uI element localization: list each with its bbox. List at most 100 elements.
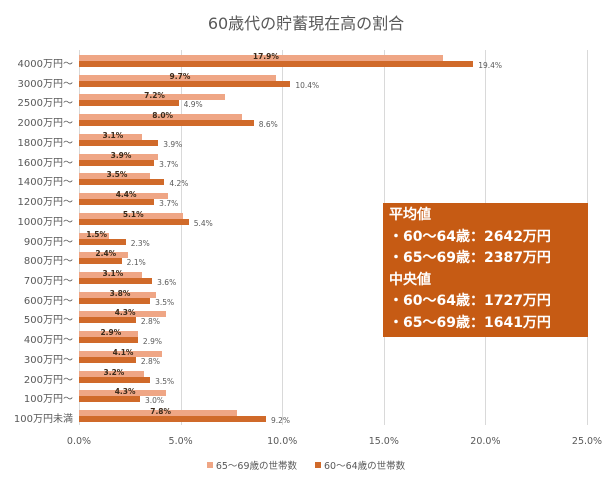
legend-swatch-65-69 — [206, 462, 213, 468]
bar-60-64 — [79, 277, 153, 284]
x-tick-label: 5.0% — [168, 436, 193, 447]
bar-60-64 — [79, 80, 291, 87]
value-label-65-69: 3.8% — [109, 288, 131, 298]
bar-60-64 — [79, 60, 474, 67]
value-label-65-69: 7.2% — [144, 91, 165, 101]
category-label: 200万円～ — [23, 374, 73, 386]
value-label-60-64: 3.5% — [155, 376, 175, 386]
value-label-60-64: 9.2% — [270, 416, 290, 426]
bar-60-64 — [79, 376, 151, 383]
value-label-65-69: 17.9% — [252, 51, 279, 61]
bar-65-69 — [79, 271, 142, 278]
bar-65-69 — [79, 331, 138, 338]
median-65-69: ・65～69歳：1641万円 — [389, 314, 551, 331]
bar-65-69 — [79, 350, 163, 357]
bar-60-64 — [79, 337, 138, 344]
mean-60-64: ・60～64歳：2642万円 — [389, 228, 551, 245]
bar-60-64 — [79, 317, 136, 324]
value-label-60-64: 3.0% — [144, 396, 165, 406]
bar-65-69 — [79, 173, 151, 180]
value-label-65-69: 4.4% — [115, 190, 137, 200]
category-label: 600万円～ — [23, 295, 73, 307]
bar-65-69 — [79, 74, 277, 81]
value-label-65-69: 3.1% — [102, 268, 124, 278]
bar-60-64 — [79, 120, 254, 127]
value-label-65-69: 5.1% — [122, 209, 144, 219]
category-label: 100万円～ — [23, 394, 73, 406]
category-label: 2000万円～ — [17, 118, 73, 130]
summary-annotation-box: 平均値 ・60～64歳：2642万円 ・65～69歳：2387万円 中央値 ・6… — [383, 203, 588, 337]
value-label-60-64: 2.8% — [140, 356, 160, 366]
bar-65-69 — [79, 193, 169, 200]
bar-65-69 — [79, 94, 226, 101]
value-label-65-69: 3.2% — [103, 367, 125, 377]
x-tick-label: 25.0% — [571, 436, 603, 447]
bar-60-64 — [79, 258, 122, 265]
value-label-65-69: 4.3% — [114, 308, 136, 318]
value-label-60-64: 3.6% — [157, 277, 177, 287]
legend: 65～69歳の世帯数 60～64歳の世帯数 — [0, 458, 612, 472]
legend-item-60-64: 60～64歳の世帯数 — [315, 458, 405, 472]
bar-60-64 — [79, 356, 136, 363]
bar-65-69 — [79, 133, 142, 140]
value-label-60-64: 2.1% — [126, 258, 146, 268]
category-label: 4000万円～ — [17, 58, 73, 70]
x-tick-label: 15.0% — [368, 436, 399, 447]
value-label-60-64: 4.9% — [183, 100, 203, 110]
category-label: 100万円未満 — [13, 414, 73, 426]
bar-65-69 — [79, 311, 167, 318]
category-label: 3000万円～ — [17, 78, 73, 90]
value-label-65-69: 8.0% — [152, 111, 174, 121]
value-label-60-64: 10.4% — [295, 80, 320, 90]
bar-65-69 — [79, 232, 110, 239]
legend-item-65-69: 65～69歳の世帯数 — [206, 458, 297, 472]
value-label-65-69: 4.3% — [114, 387, 136, 397]
category-label: 2500万円～ — [17, 98, 73, 110]
bar-60-64 — [79, 179, 165, 186]
category-label: 700万円～ — [23, 275, 73, 287]
category-label: 1200万円～ — [17, 197, 73, 209]
bar-65-69 — [79, 291, 157, 298]
mean-heading: 平均値 — [389, 207, 431, 223]
bar-65-69 — [79, 212, 183, 219]
category-label: 1800万円～ — [17, 137, 73, 149]
value-label-60-64: 2.3% — [130, 238, 150, 248]
bar-65-69 — [79, 370, 145, 377]
value-label-60-64: 3.5% — [155, 297, 175, 307]
value-label-60-64: 2.9% — [142, 337, 162, 347]
value-label-65-69: 1.5% — [86, 229, 108, 239]
median-60-64: ・60～64歳：1727万円 — [389, 293, 551, 309]
bar-65-69 — [79, 54, 443, 61]
value-label-65-69: 9.7% — [169, 71, 191, 81]
bar-60-64 — [79, 416, 266, 423]
category-label: 1400万円～ — [17, 177, 73, 189]
value-label-60-64: 19.4% — [478, 60, 503, 70]
value-label-65-69: 3.5% — [106, 170, 128, 180]
bar-60-64 — [79, 218, 189, 225]
bar-65-69 — [79, 390, 167, 397]
bar-65-69 — [79, 114, 242, 121]
plot-area: 17.9% 19.4% 9.7% 10.4% 7.2% 4.9% 8.0% 8.6% 3.1% 3… — [79, 50, 588, 426]
value-label-60-64: 5.4% — [193, 218, 213, 228]
bar-60-64 — [79, 159, 155, 166]
bar-60-64 — [79, 199, 155, 206]
category-label: 900万円～ — [23, 236, 73, 248]
bar-60-64 — [79, 100, 179, 107]
x-tick-label: 20.0% — [470, 436, 501, 447]
x-tick-label: 0.0% — [66, 436, 92, 447]
value-label-60-64: 2.8% — [140, 317, 160, 327]
bar-65-69 — [79, 252, 128, 259]
value-label-60-64: 3.7% — [159, 199, 179, 209]
value-label-65-69: 3.9% — [110, 150, 132, 160]
mean-65-69: ・65～69歳：2387万円 — [389, 250, 551, 266]
value-label-65-69: 2.9% — [100, 328, 122, 338]
legend-swatch-60-64 — [315, 462, 321, 468]
category-label: 1000万円～ — [17, 216, 73, 228]
value-label-60-64: 4.2% — [169, 179, 189, 189]
value-label-65-69: 7.8% — [150, 407, 172, 417]
chart-title: 60歳代の貯蓄現在高の割合 — [207, 14, 405, 33]
value-label-65-69: 4.1% — [112, 347, 134, 357]
category-label: 400万円～ — [23, 335, 73, 347]
bar-65-69 — [79, 153, 159, 160]
legend-label-65-69: 65～69歳の世帯数 — [215, 461, 297, 472]
